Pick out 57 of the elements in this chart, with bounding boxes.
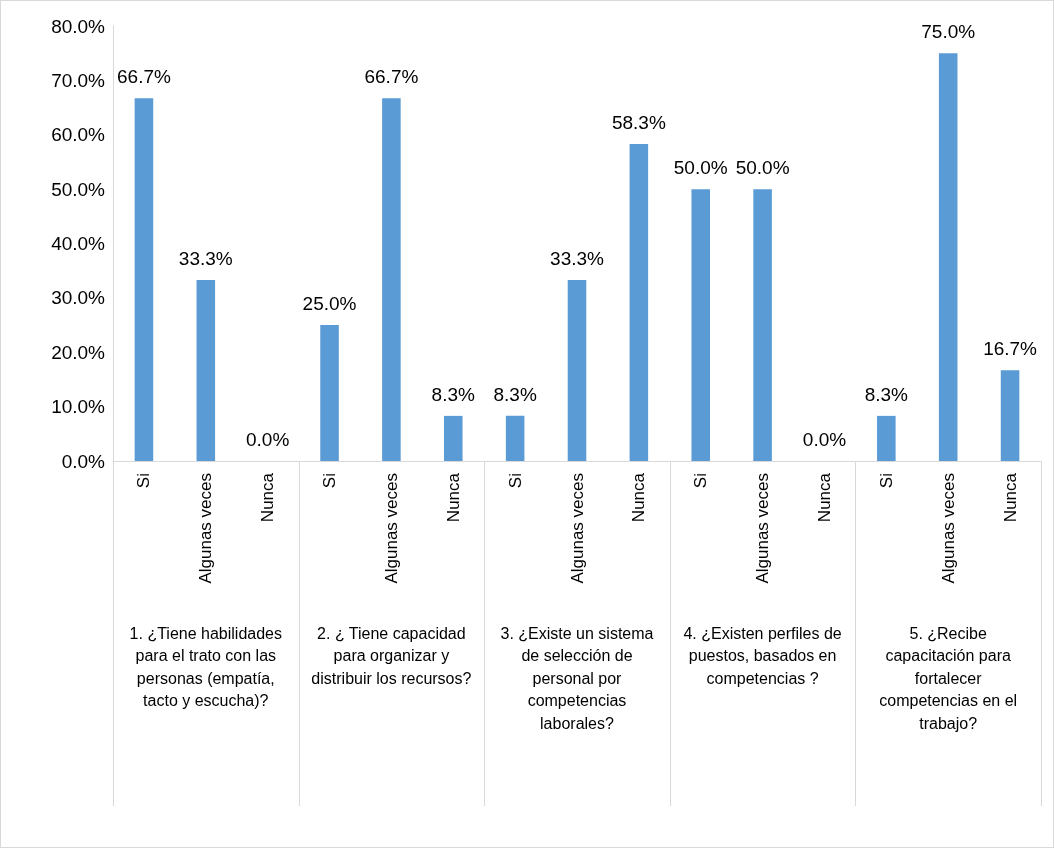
x-tick-label: Algunas veces [381, 473, 401, 584]
x-tick-label: Algunas veces [567, 473, 587, 584]
bar [1000, 370, 1020, 461]
x-tick-label: Algunas veces [753, 473, 773, 584]
y-tick-label: 20.0% [51, 341, 106, 363]
bar [691, 189, 711, 461]
data-label: 25.0% [302, 293, 357, 315]
bar [877, 415, 896, 461]
x-tick-label: Algunas veces [196, 473, 216, 584]
text: 5. ¿Recibe capacitación para fortalecer competencias en el trabajo? [878, 624, 1019, 734]
data-label: 50.0% [673, 157, 728, 179]
x-tick-label: Nunca [814, 472, 834, 523]
bar [134, 98, 154, 461]
x-tick-label: Nunca [629, 472, 649, 523]
y-tick-label: 80.0% [51, 15, 106, 37]
data-label: 66.7% [364, 66, 419, 88]
data-label: 66.7% [117, 66, 171, 88]
y-tick-label: 30.0% [51, 287, 106, 309]
data-label: 8.3% [864, 383, 909, 405]
bar [382, 98, 401, 461]
y-tick-label: 10.0% [51, 396, 106, 418]
x-tick-label: Si [134, 473, 154, 489]
x-tick-label: Si [320, 473, 340, 489]
text: 1. ¿Tiene habilidades para el trato con las personas (empatía, tacto y escucha)? [128, 624, 283, 712]
data-label: 0.0% [802, 429, 847, 450]
x-tick-label: Nunca [1000, 472, 1020, 523]
text: 4. ¿Existen perfiles de puestos, basados en competencias ? [682, 624, 843, 689]
y-tick-label: 40.0% [51, 233, 106, 254]
bar [196, 279, 216, 461]
data-label: 8.3% [431, 383, 476, 405]
x-tick-label: Si [876, 473, 896, 489]
x-tick-label: Si [505, 473, 525, 489]
data-label: 50.0% [735, 157, 790, 179]
y-tick-label: 60.0% [51, 124, 106, 146]
data-label: 0.0% [246, 429, 290, 450]
x-tick-label: Algunas veces [938, 473, 958, 584]
data-label: 8.3% [493, 383, 537, 405]
bar [629, 143, 649, 461]
data-label: 16.7% [983, 338, 1038, 360]
x-tick-label: Nunca [258, 472, 278, 523]
data-label: 75.0% [921, 21, 976, 43]
y-tick-label: 0.0% [61, 450, 106, 472]
bar [567, 279, 587, 461]
data-label: 33.3% [550, 247, 605, 269]
bar [505, 415, 525, 461]
bar [443, 415, 463, 461]
x-tick-label: Nunca [443, 472, 463, 523]
x-tick-label: Si [691, 473, 711, 489]
data-label: 33.3% [178, 247, 233, 269]
data-label: 58.3% [611, 111, 666, 133]
bar [753, 189, 772, 461]
y-tick-label: 50.0% [51, 178, 106, 200]
bar [320, 325, 339, 461]
bar [938, 53, 958, 461]
text: 3. ¿Existe un sistema de selección de personal por competencias laborales? [499, 624, 655, 734]
y-tick-label: 70.0% [51, 69, 106, 91]
text: 2. ¿ Tiene capacidad para organizar y distribuir los recursos? [310, 624, 473, 689]
